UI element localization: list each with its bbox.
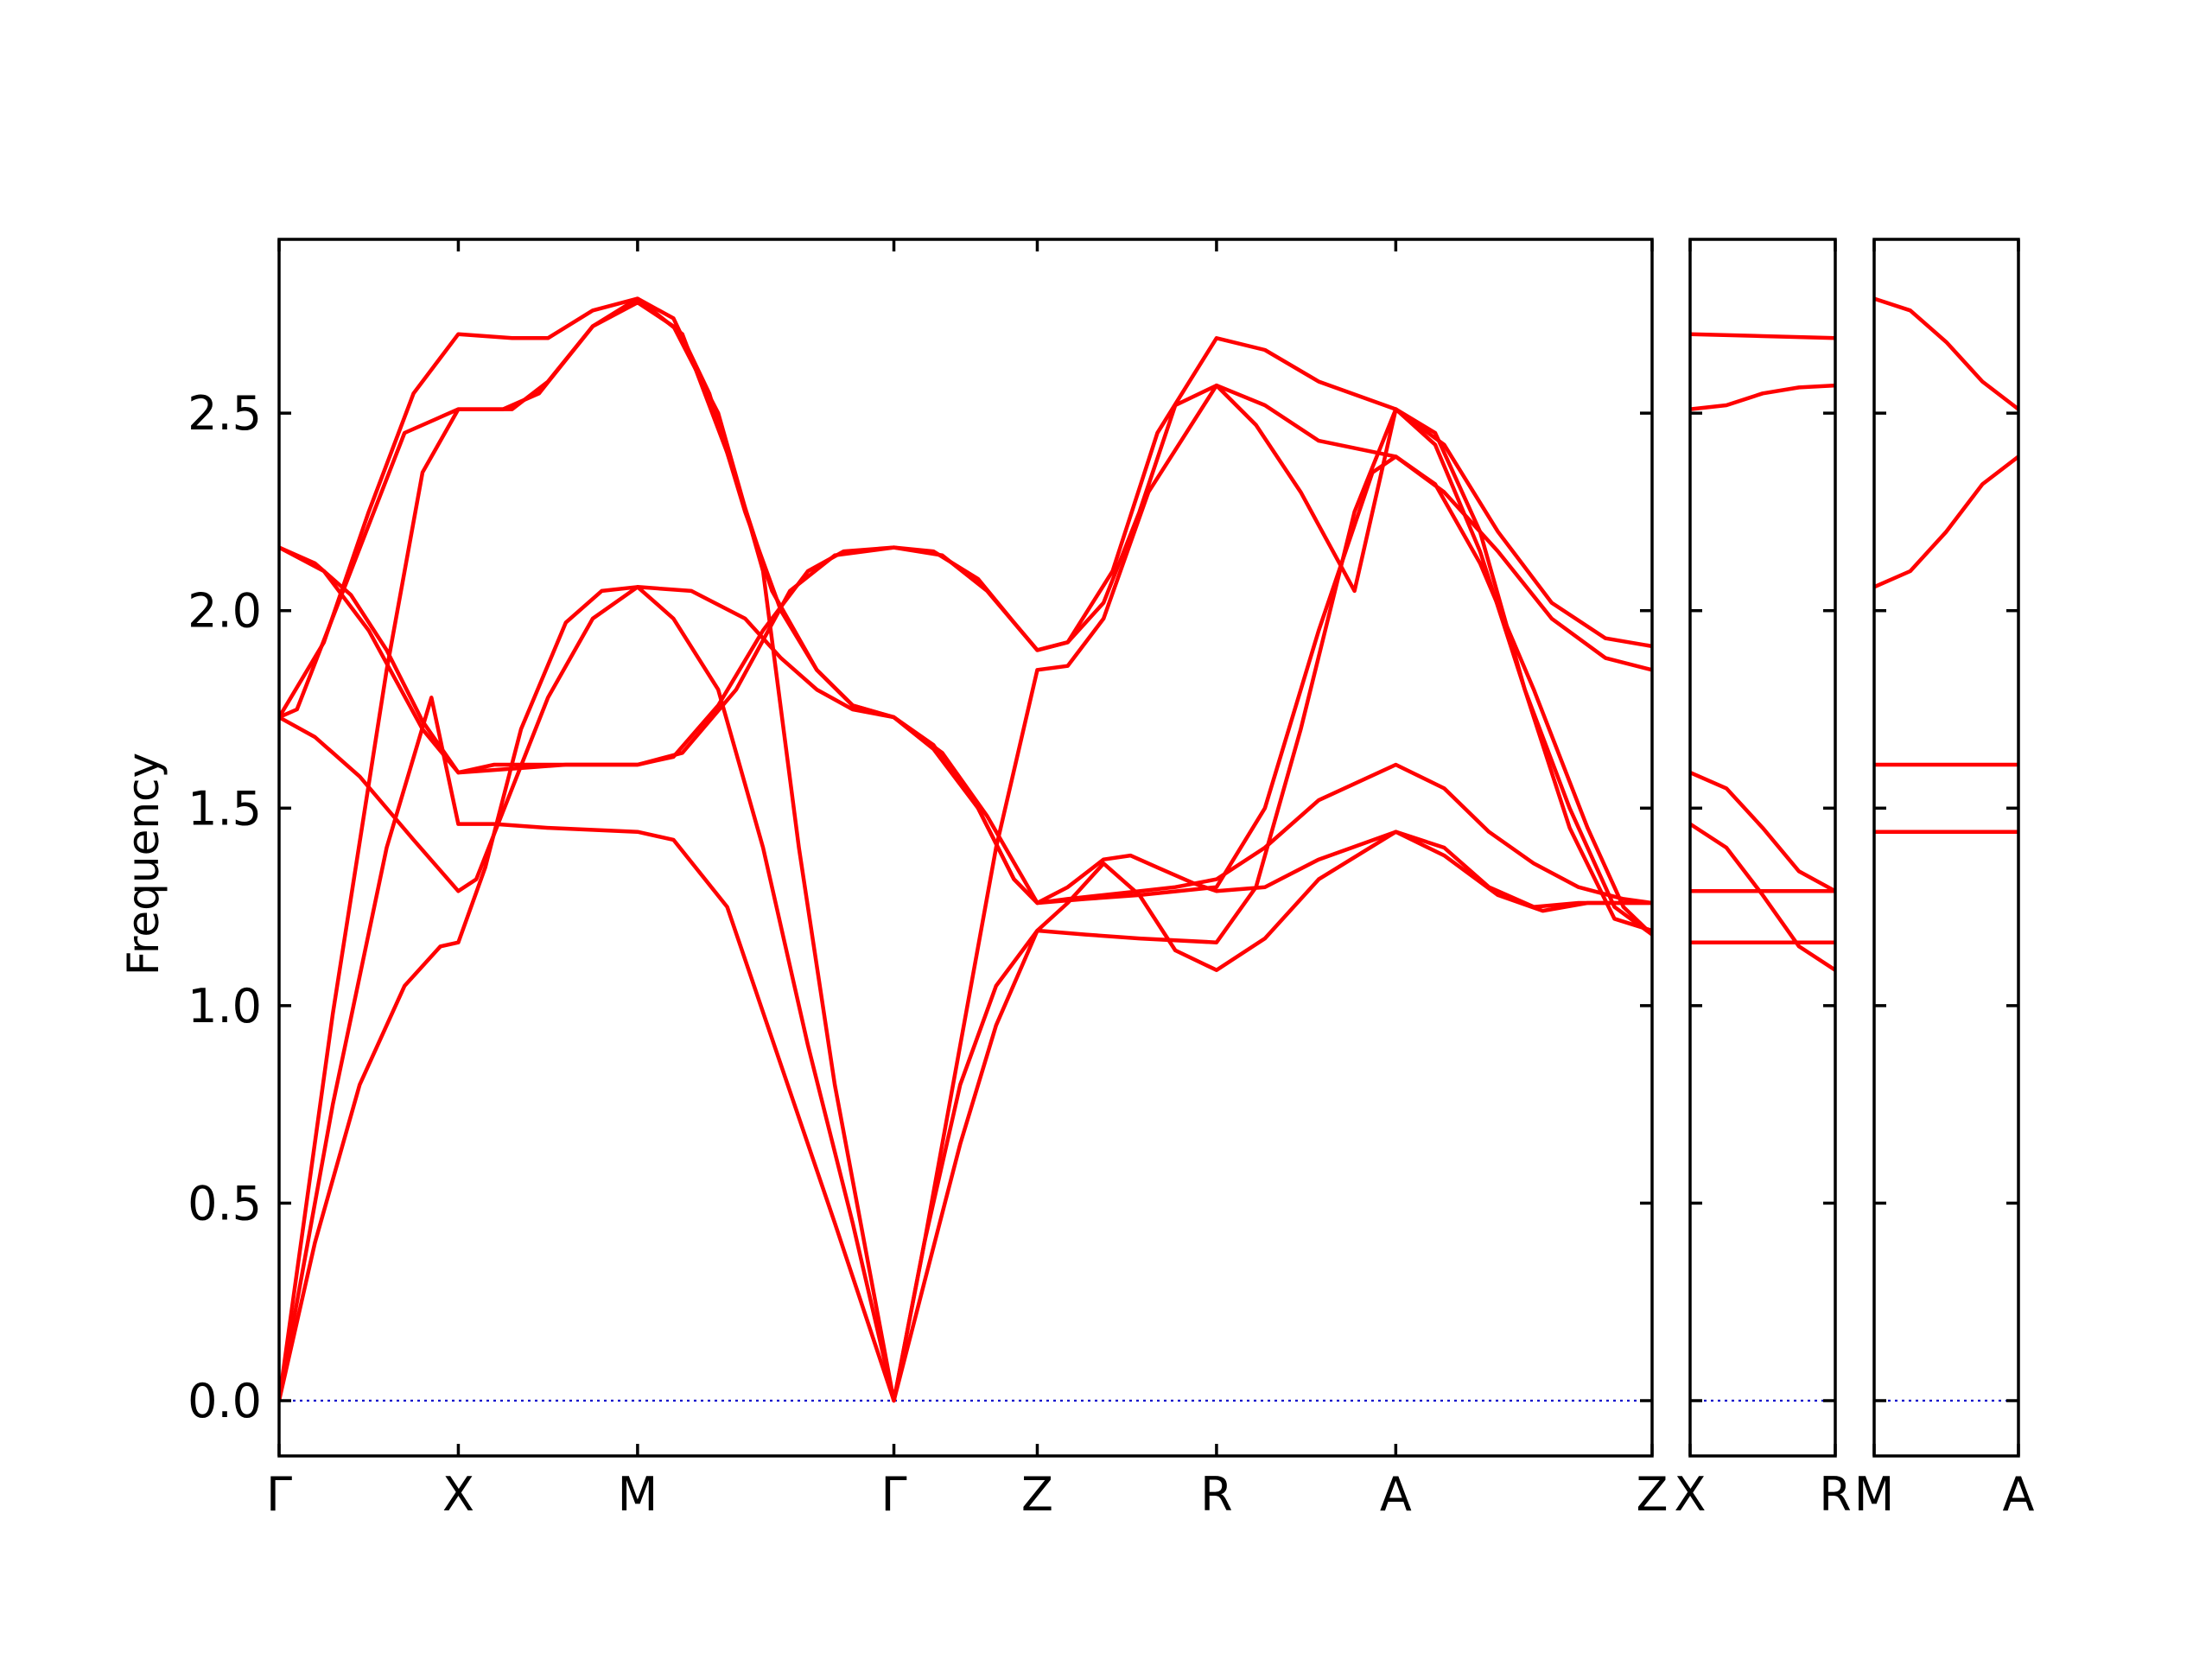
- y-tick-label: 0.0: [188, 1374, 262, 1428]
- band-main-7: [279, 407, 1652, 1403]
- y-axis-label: Frequency: [118, 753, 168, 976]
- y-tick-label: 2.0: [188, 584, 262, 639]
- x-tick-label: R: [1819, 1467, 1852, 1522]
- x-tick-label: Γ: [880, 1467, 906, 1522]
- band-X-R-4: [1690, 822, 1835, 972]
- x-tick-label: Z: [1637, 1467, 1669, 1522]
- band-main-1: [279, 296, 1652, 906]
- band-M-A-1: [1874, 296, 2018, 411]
- band-X-R-3: [1690, 770, 1835, 893]
- band-main-8: [279, 585, 1652, 1403]
- y-tick-label: 2.5: [188, 386, 262, 441]
- band-main-6: [279, 300, 1652, 1403]
- x-tick-label: X: [442, 1467, 474, 1522]
- x-tick-label: Z: [1021, 1467, 1053, 1522]
- band-main-5: [279, 296, 1652, 937]
- y-tick-label: 1.5: [188, 781, 262, 836]
- x-tick-label: X: [1675, 1467, 1707, 1522]
- panel-frame: [1872, 238, 2020, 1458]
- y-tick-label: 0.5: [188, 1176, 262, 1230]
- band-main-3: [279, 383, 1652, 775]
- band-main-2: [279, 585, 1652, 909]
- x-tick-label: M: [1854, 1467, 1895, 1522]
- panel-frame: [1688, 238, 1837, 1458]
- band-main-4: [279, 336, 1652, 775]
- panel-main: 0.0 0.5 1.0 1.5 2.0 2.5 Γ X M Γ Z R A Z: [188, 238, 1669, 1522]
- band-M-A-2: [1874, 454, 2018, 589]
- x-tick-label: R: [1200, 1467, 1233, 1522]
- x-tick-label: Γ: [266, 1467, 292, 1522]
- y-tick-label: 1.0: [188, 979, 262, 1033]
- band-X-R-1: [1690, 332, 1835, 340]
- band-X-R-2: [1690, 383, 1835, 411]
- x-tick-label: A: [1380, 1467, 1412, 1522]
- x-tick-label: A: [2003, 1467, 2035, 1522]
- x-tick-label: M: [618, 1467, 658, 1522]
- panel-frame: [277, 238, 1654, 1458]
